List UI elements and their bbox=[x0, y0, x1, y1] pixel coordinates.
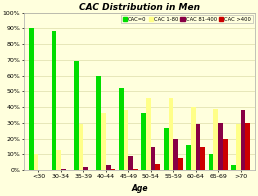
Bar bbox=[186, 145, 191, 170]
Bar bbox=[79, 124, 83, 170]
Bar bbox=[146, 98, 151, 170]
Bar bbox=[29, 28, 34, 170]
X-axis label: Age: Age bbox=[131, 184, 148, 193]
Bar bbox=[178, 158, 183, 170]
Bar bbox=[236, 124, 241, 170]
Legend: CAC=0, CAC 1-80, CAC 81-400, CAC >400: CAC=0, CAC 1-80, CAC 81-400, CAC >400 bbox=[121, 15, 253, 23]
Bar bbox=[119, 88, 124, 170]
Bar bbox=[111, 169, 115, 170]
Bar bbox=[56, 150, 61, 170]
Bar bbox=[209, 154, 213, 170]
Bar bbox=[34, 154, 38, 170]
Bar bbox=[156, 164, 160, 170]
Bar bbox=[101, 113, 106, 170]
Bar bbox=[241, 110, 245, 170]
Bar bbox=[213, 109, 218, 170]
Bar bbox=[223, 139, 228, 170]
Bar bbox=[164, 128, 168, 170]
Bar bbox=[83, 167, 88, 170]
Bar bbox=[128, 156, 133, 170]
Bar bbox=[200, 147, 205, 170]
Bar bbox=[106, 165, 111, 170]
Bar bbox=[191, 107, 196, 170]
Bar bbox=[74, 61, 79, 170]
Bar bbox=[196, 124, 200, 170]
Bar bbox=[124, 110, 128, 170]
Bar bbox=[141, 113, 146, 170]
Bar bbox=[61, 169, 66, 170]
Bar bbox=[151, 147, 156, 170]
Bar bbox=[218, 123, 223, 170]
Title: CAC Distribution in Men: CAC Distribution in Men bbox=[79, 3, 200, 12]
Bar bbox=[52, 32, 56, 170]
Bar bbox=[96, 76, 101, 170]
Bar bbox=[168, 98, 173, 170]
Bar bbox=[245, 123, 250, 170]
Bar bbox=[231, 165, 236, 170]
Bar bbox=[133, 169, 138, 170]
Bar bbox=[173, 139, 178, 170]
